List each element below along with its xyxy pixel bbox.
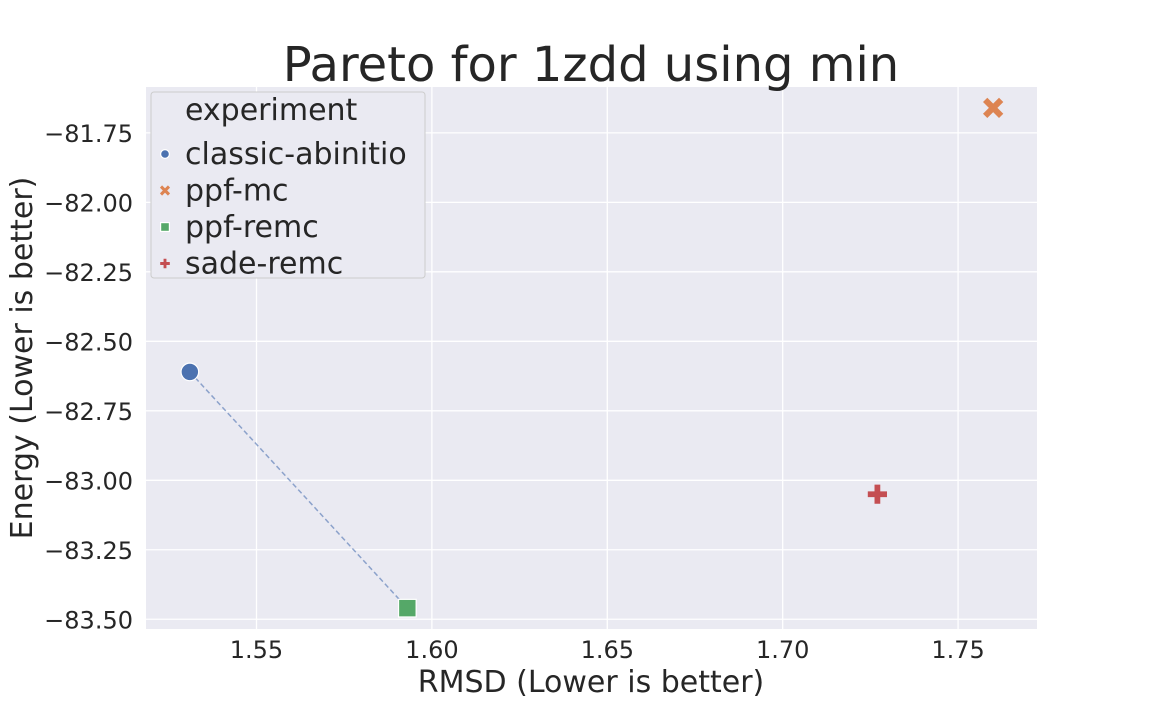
y-tick-label: −82.25: [44, 259, 133, 287]
data-point-sade-remc: [867, 484, 887, 504]
data-point-ppf-mc: [983, 97, 1004, 118]
y-tick-label: −83.00: [44, 467, 133, 495]
y-tick-label: −83.50: [44, 606, 133, 634]
x-tick-label: 1.75: [931, 636, 984, 664]
legend-label: ppf-mc: [185, 174, 289, 209]
x-tick-labels: 1.55 1.60 1.65 1.70 1.75: [230, 636, 985, 664]
y-axis-label: Energy (Lower is better): [5, 177, 40, 540]
legend-label: ppf-remc: [185, 210, 319, 245]
pareto-front-line: [189, 371, 408, 609]
pareto-front: [189, 371, 408, 609]
x-axis-label: RMSD (Lower is better): [418, 665, 765, 700]
y-tick-label: −82.50: [44, 328, 133, 356]
data-point-ppf-remc: [397, 598, 417, 618]
x-tick-label: 1.65: [581, 636, 634, 664]
legend-label: classic-abinitio: [185, 137, 407, 172]
legend: experiment classic-abinitioppf-mcppf-rem…: [150, 91, 426, 282]
legend-title: experiment: [185, 93, 358, 128]
y-tick-label: −81.75: [44, 120, 133, 148]
y-tick-labels: −81.75 −82.00 −82.25 −82.50 −82.75 −83.00 −83.…: [44, 120, 133, 634]
y-tick-label: −82.00: [44, 189, 133, 217]
legend-item-ppf-mc: ppf-mc: [159, 174, 289, 209]
y-tick-label: −82.75: [44, 398, 133, 426]
legend-label: sade-remc: [185, 247, 343, 282]
legend-item-classic-abinitio: classic-abinitio: [160, 137, 407, 172]
data-point-classic-abinitio: [180, 362, 200, 382]
x-tick-label: 1.55: [230, 636, 283, 664]
legend-item-sade-remc: sade-remc: [160, 247, 343, 282]
data-points: [180, 97, 1004, 618]
y-tick-label: −83.25: [44, 537, 133, 565]
x-tick-label: 1.60: [405, 636, 458, 664]
x-tick-label: 1.70: [756, 636, 809, 664]
legend-item-ppf-remc: ppf-remc: [160, 210, 319, 245]
legend-box: [150, 91, 426, 279]
legend-marker-sade-remc: [160, 258, 170, 269]
chart-title: Pareto for 1zdd using min: [283, 37, 899, 93]
legend-marker-ppf-remc: [160, 222, 171, 233]
legend-marker-classic-abinitio: [160, 149, 171, 160]
legend-marker-ppf-mc: [159, 185, 171, 196]
